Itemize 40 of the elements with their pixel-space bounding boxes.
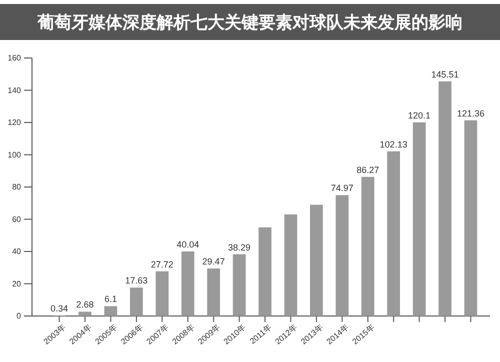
chart-title: 葡萄牙媒体深度解析七大关键要素对球队未来发展的影响: [36, 13, 462, 33]
data-label: 102.13: [380, 139, 408, 150]
bar: [336, 195, 349, 316]
bar: [232, 254, 246, 316]
bar: [284, 214, 298, 316]
data-label: 17.63: [125, 276, 148, 286]
data-label: 27.72: [150, 259, 174, 270]
bar: [310, 204, 323, 316]
data-label: 2.68: [76, 300, 94, 310]
data-label: 38.29: [228, 242, 251, 252]
data-label: 145.51: [431, 69, 459, 80]
y-tick-label: 140: [8, 86, 22, 95]
bar: [464, 120, 478, 316]
bar: [258, 227, 272, 316]
bar: [156, 271, 169, 316]
data-label: 29.47: [202, 256, 225, 266]
y-tick-label: 20: [12, 279, 22, 288]
y-tick-label: 160: [8, 54, 22, 63]
data-label: 74.97: [330, 183, 354, 194]
data-label: 0.34: [50, 303, 68, 314]
y-tick-label: 0: [16, 312, 22, 321]
data-label: 120.1: [408, 110, 431, 120]
bar: [207, 268, 220, 316]
y-tick-label: 100: [8, 150, 22, 160]
data-label: 6.1: [104, 294, 117, 304]
y-tick-label: 120: [8, 118, 22, 128]
bar: [130, 288, 143, 316]
bar: [438, 81, 452, 316]
bar: [78, 312, 92, 316]
y-tick-label: 60: [12, 214, 22, 224]
data-label: 86.27: [356, 164, 380, 175]
data-label: 40.04: [176, 239, 200, 250]
bar: [361, 176, 374, 316]
bar: [181, 251, 194, 316]
y-tick-label: 80: [12, 182, 22, 192]
data-label: 121.36: [456, 108, 484, 118]
bar: [104, 306, 118, 316]
y-tick-label: 40: [12, 247, 22, 256]
bar: [387, 151, 400, 316]
bar: [412, 122, 426, 316]
